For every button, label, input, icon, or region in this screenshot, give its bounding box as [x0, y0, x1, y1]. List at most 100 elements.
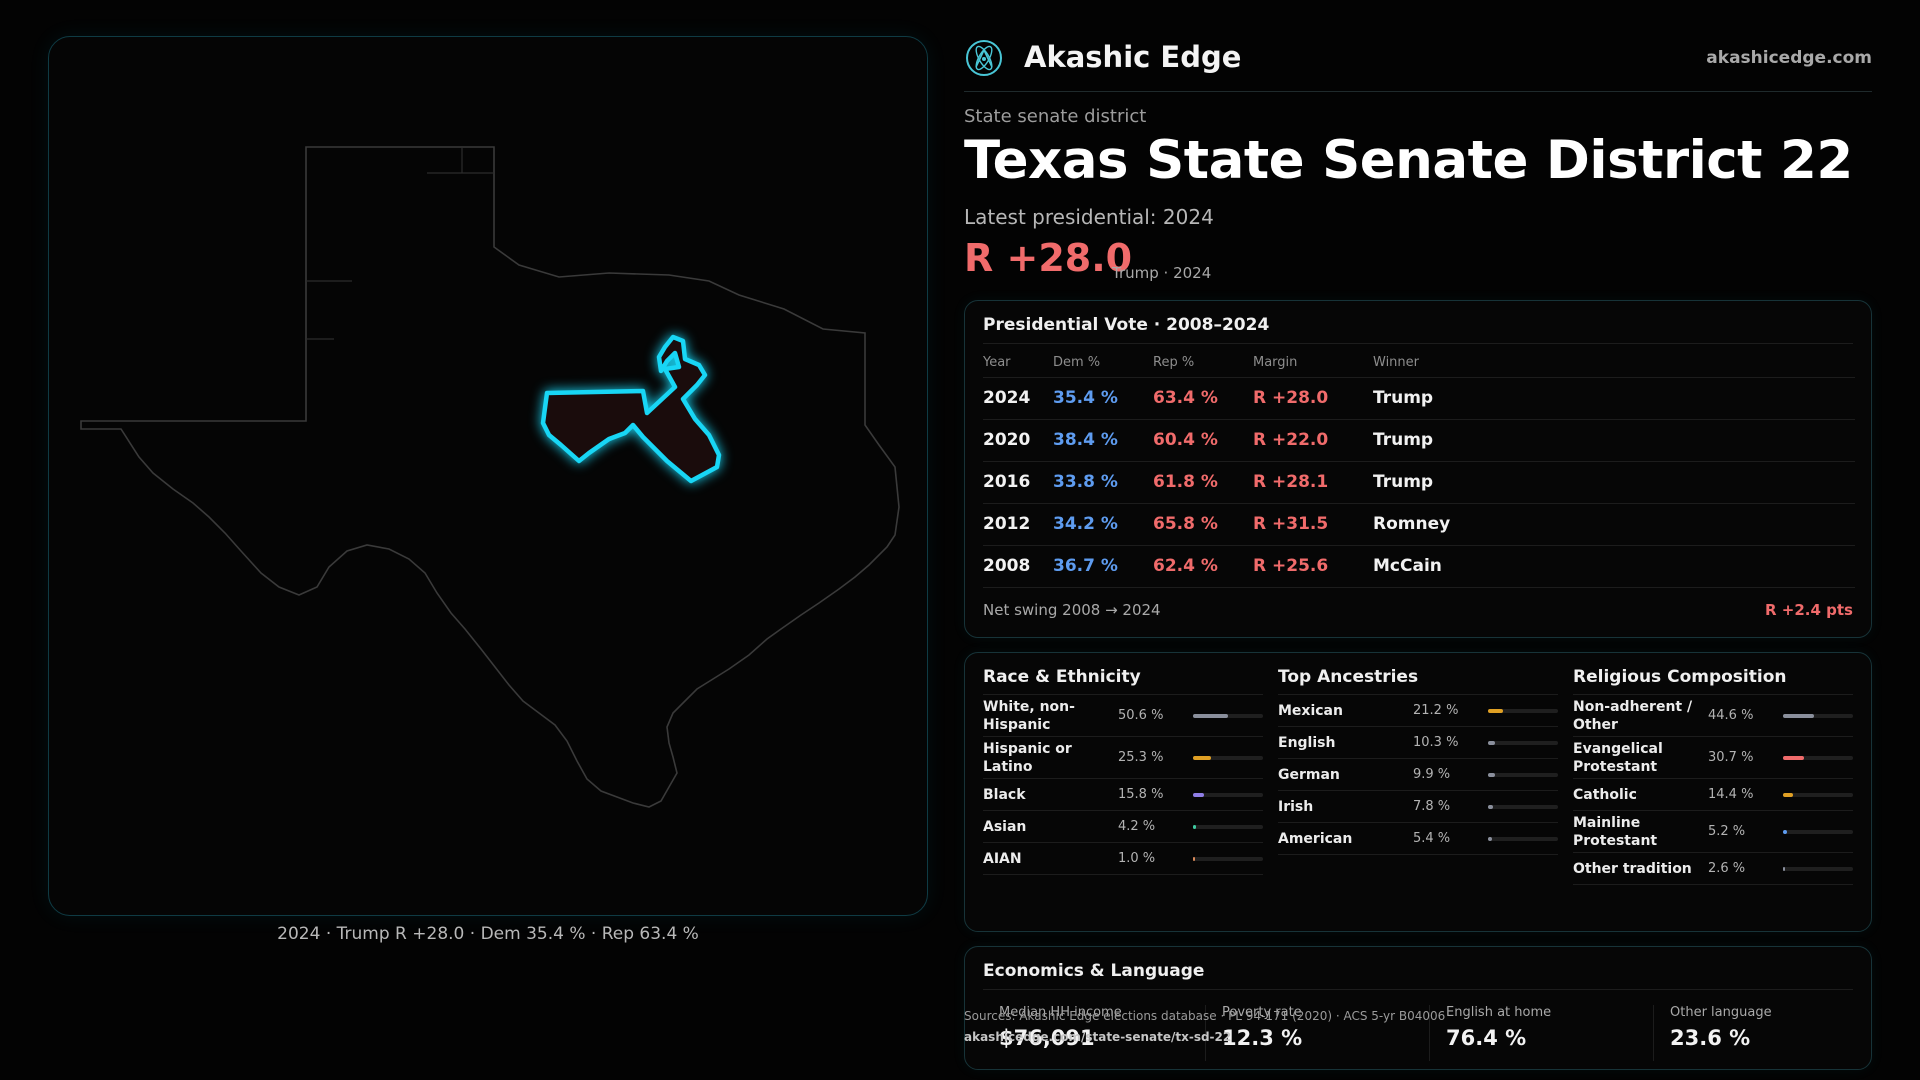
brand-url[interactable]: akashicedge.com — [1706, 48, 1872, 68]
item-percent: 44.6 % — [1708, 708, 1754, 723]
item-percent: 10.3 % — [1413, 735, 1459, 750]
cell-rep-pct: 61.8 % — [1153, 461, 1253, 504]
percent-bar-track — [1488, 773, 1558, 777]
percent-bar-fill — [1193, 825, 1196, 829]
item-label: American — [1278, 831, 1353, 847]
cell-dem-pct: 33.8 % — [1053, 461, 1153, 504]
list-item[interactable]: White, non-Hispanic 50.6 % — [983, 695, 1263, 737]
cell-margin: R +28.1 — [1253, 461, 1373, 504]
item-percent: 5.4 % — [1413, 831, 1451, 846]
item-percent: 15.8 % — [1118, 787, 1164, 802]
list-item[interactable]: Mainline Protestant 5.2 % — [1573, 811, 1853, 853]
item-label: Evangelical Protestant — [1573, 741, 1663, 775]
item-label: Irish — [1278, 799, 1314, 815]
percent-bar-fill — [1488, 773, 1495, 777]
item-label: Black — [983, 787, 1026, 803]
percent-bar-fill — [1193, 756, 1211, 760]
item-label: German — [1278, 767, 1340, 783]
cell-year: 2016 — [983, 461, 1053, 504]
stat-label: Median HH income — [999, 1005, 1122, 1020]
latest-presidential-label: Latest presidential: 2024 — [964, 205, 1214, 229]
table-row[interactable]: 2008 36.7 % 62.4 % R +25.6 McCain — [983, 545, 1855, 588]
list-item[interactable]: Hispanic or Latino 25.3 % — [983, 737, 1263, 779]
list-item[interactable]: Black 15.8 % — [983, 779, 1263, 811]
list-item[interactable]: AIAN 1.0 % — [983, 843, 1263, 875]
demographics-card: Race & Ethnicity White, non-Hispanic 50.6 … — [964, 652, 1872, 932]
column-header-margin: Margin — [1253, 349, 1373, 378]
page-title: Texas State Senate District 22 — [964, 130, 1853, 191]
cell-margin: R +31.5 — [1253, 503, 1373, 546]
divider — [983, 343, 1853, 344]
presidential-vote-table: Year Dem % Rep % Margin Winner 2024 35.4… — [983, 349, 1855, 588]
list-item[interactable]: Mexican 21.2 % — [1278, 695, 1558, 727]
list-item[interactable]: Irish 7.8 % — [1278, 791, 1558, 823]
column-header-winner: Winner — [1373, 349, 1855, 378]
percent-bar-fill — [1783, 830, 1787, 834]
list-item[interactable]: English 10.3 % — [1278, 727, 1558, 759]
column-header-year: Year — [983, 349, 1053, 378]
stat-label: Other language — [1670, 1005, 1772, 1020]
cell-winner: Romney — [1373, 503, 1855, 546]
demographic-column-1: Top Ancestries Mexican 21.2 % English 10.3 %… — [1278, 667, 1558, 855]
panhandle-county-lines — [306, 147, 494, 340]
item-percent: 5.2 % — [1708, 824, 1746, 839]
list-item[interactable]: Non-adherent / Other 44.6 % — [1573, 695, 1853, 737]
list-item[interactable]: Asian 4.2 % — [983, 811, 1263, 843]
column-header-rep: Rep % — [1153, 349, 1253, 378]
cell-rep-pct: 60.4 % — [1153, 419, 1253, 462]
district-22-shape[interactable] — [540, 334, 722, 484]
economics-card-title: Economics & Language — [983, 961, 1205, 981]
list-item[interactable]: Evangelical Protestant 30.7 % — [1573, 737, 1853, 779]
percent-bar-fill — [1193, 714, 1229, 718]
item-label: Asian — [983, 819, 1027, 835]
sources-url[interactable]: akashicedge.com/state-senate/tx-sd-22 — [964, 1030, 1232, 1044]
percent-bar-track — [1193, 857, 1263, 861]
list-item[interactable]: Catholic 14.4 % — [1573, 779, 1853, 811]
economics-language-card: Economics & Language Median HH income $7… — [964, 946, 1872, 1070]
percent-bar-track — [1488, 837, 1558, 841]
percent-bar-track — [1193, 756, 1263, 760]
item-percent: 14.4 % — [1708, 787, 1754, 802]
stat-label: Poverty rate — [1222, 1005, 1302, 1020]
table-row[interactable]: 2020 38.4 % 60.4 % R +22.0 Trump — [983, 419, 1855, 462]
table-row[interactable]: 2016 33.8 % 61.8 % R +28.1 Trump — [983, 461, 1855, 504]
divider — [983, 989, 1853, 990]
demographic-column-title: Religious Composition — [1573, 667, 1853, 695]
percent-bar-fill — [1488, 805, 1494, 809]
cell-dem-pct: 35.4 % — [1053, 377, 1153, 420]
list-item[interactable]: German 9.9 % — [1278, 759, 1558, 791]
atom-logo-icon[interactable] — [964, 38, 1004, 78]
percent-bar-fill — [1193, 857, 1195, 861]
list-item[interactable]: Other tradition 2.6 % — [1573, 853, 1853, 885]
table-row[interactable]: 2024 35.4 % 63.4 % R +28.0 Trump — [983, 377, 1855, 420]
cell-winner: McCain — [1373, 545, 1855, 588]
percent-bar-track — [1783, 867, 1853, 871]
stat-value: 76.4 % — [1446, 1026, 1527, 1050]
percent-bar-track — [1783, 830, 1853, 834]
stat-value: 12.3 % — [1222, 1026, 1303, 1050]
stat-poverty-rate: Poverty rate 12.3 % — [1205, 1005, 1415, 1061]
percent-bar-track — [1488, 741, 1558, 745]
percent-bar-track — [1488, 805, 1558, 809]
brand-header: Akashic Edge akashicedge.com — [964, 36, 1872, 92]
list-item[interactable]: American 5.4 % — [1278, 823, 1558, 855]
percent-bar-fill — [1193, 793, 1205, 797]
table-row[interactable]: 2012 34.2 % 65.8 % R +31.5 Romney — [983, 503, 1855, 546]
cell-winner: Trump — [1373, 461, 1855, 504]
item-percent: 50.6 % — [1118, 708, 1164, 723]
presidential-vote-card: Presidential Vote · 2008–2024 Year Dem %… — [964, 300, 1872, 638]
percent-bar-fill — [1488, 741, 1496, 745]
demographic-column-2: Religious Composition Non-adherent / Othe… — [1573, 667, 1853, 885]
district-map[interactable] — [49, 37, 929, 917]
item-percent: 9.9 % — [1413, 767, 1451, 782]
sources-footer: Sources: Akashic Edge elections database… — [964, 1006, 1445, 1048]
texas-outline — [80, 146, 900, 808]
demographic-column-title: Top Ancestries — [1278, 667, 1558, 695]
presidential-card-title: Presidential Vote · 2008–2024 — [983, 315, 1270, 335]
item-label: White, non-Hispanic — [983, 699, 1075, 733]
demographic-column-0: Race & Ethnicity White, non-Hispanic 50.6 … — [983, 667, 1263, 875]
percent-bar-track — [1193, 793, 1263, 797]
map-panel[interactable] — [48, 36, 928, 916]
cell-dem-pct: 38.4 % — [1053, 419, 1153, 462]
item-label: Mexican — [1278, 703, 1343, 719]
